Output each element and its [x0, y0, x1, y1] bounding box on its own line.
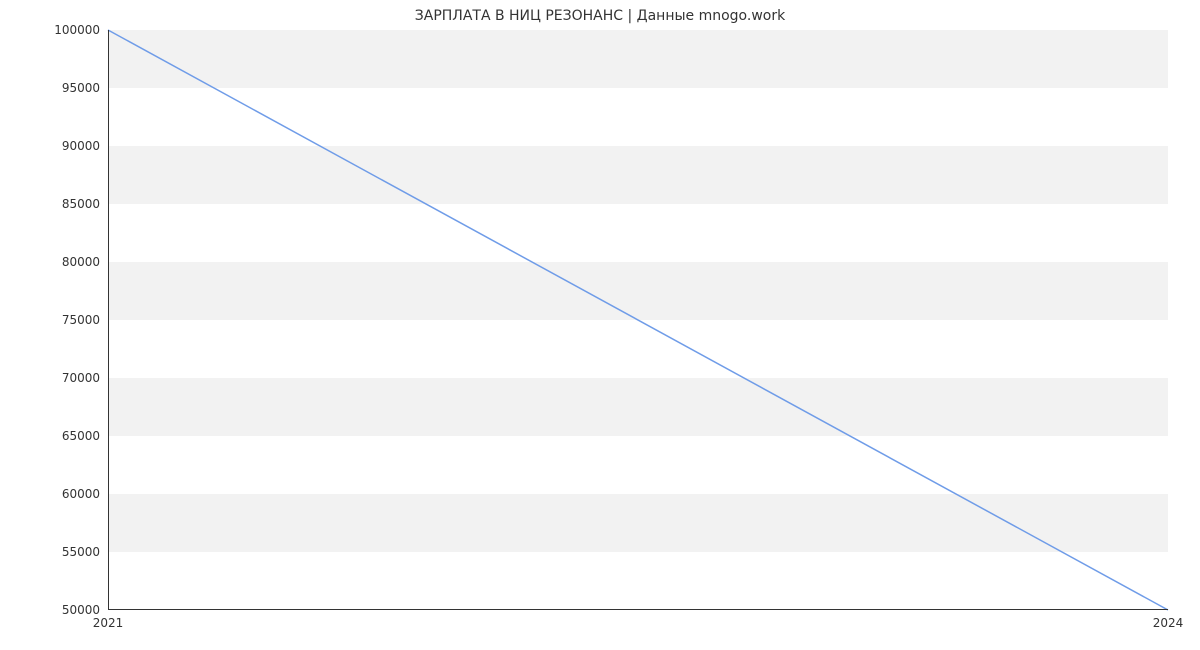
- x-tick-label: 2021: [93, 610, 124, 630]
- y-tick-label: 55000: [62, 545, 108, 559]
- y-tick-label: 70000: [62, 371, 108, 385]
- series-line-salary: [108, 30, 1168, 610]
- chart-canvas: ЗАРПЛАТА В НИЦ РЕЗОНАНС | Данные mnogo.w…: [0, 0, 1200, 650]
- y-tick-label: 90000: [62, 139, 108, 153]
- y-tick-label: 75000: [62, 313, 108, 327]
- x-axis-line: [108, 609, 1168, 610]
- y-axis-line: [108, 30, 109, 610]
- y-tick-label: 95000: [62, 81, 108, 95]
- x-tick-label: 2024: [1153, 610, 1184, 630]
- plot-area: 5000055000600006500070000750008000085000…: [108, 30, 1168, 610]
- y-tick-label: 85000: [62, 197, 108, 211]
- line-layer: [108, 30, 1168, 610]
- y-tick-label: 80000: [62, 255, 108, 269]
- chart-title: ЗАРПЛАТА В НИЦ РЕЗОНАНС | Данные mnogo.w…: [0, 8, 1200, 24]
- y-tick-label: 65000: [62, 429, 108, 443]
- y-tick-label: 60000: [62, 487, 108, 501]
- y-tick-label: 100000: [54, 23, 108, 37]
